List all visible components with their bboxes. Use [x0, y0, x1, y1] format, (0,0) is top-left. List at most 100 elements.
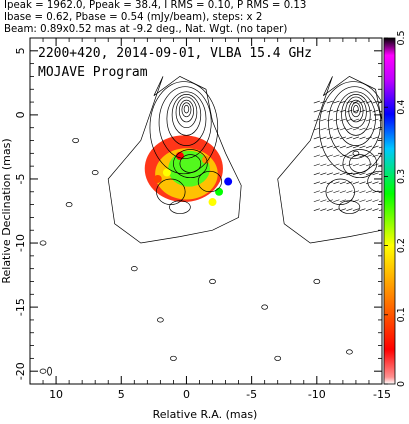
polarization-vector: [320, 181, 327, 185]
polarization-vector: [326, 172, 333, 176]
polarization-vector: [365, 109, 373, 113]
polarization-vector: [313, 100, 320, 104]
colorbar-tick-label: 0.5: [396, 30, 407, 45]
polarization-vector: [346, 100, 353, 104]
polarization-vector: [372, 172, 379, 176]
contour-core: [149, 81, 219, 175]
polarization-vector: [365, 190, 373, 194]
polarization-vector: [365, 145, 373, 149]
polarization-vector: [313, 136, 320, 140]
map-layer: [39, 75, 382, 376]
polarization-vector: [313, 145, 320, 149]
contour-core: [353, 104, 359, 114]
polarization-vector: [313, 163, 320, 167]
polarization-vector: [359, 118, 366, 122]
polarization-vector: [378, 155, 382, 158]
polarization-vector: [378, 182, 382, 185]
polarization-vector: [346, 154, 353, 158]
polarization-vector: [372, 154, 379, 158]
polarization-vector: [320, 127, 327, 131]
x-tick-label: 10: [49, 388, 63, 401]
polarization-vector: [352, 208, 360, 212]
x-tick-label: -5: [246, 388, 257, 401]
noise-contour: [72, 137, 79, 144]
polarization-vector: [320, 163, 327, 167]
polarization-vector: [365, 163, 373, 167]
polarization-vector: [326, 154, 333, 158]
polarization-vector: [313, 208, 320, 212]
noise-contour: [157, 317, 164, 323]
polarization-vector: [346, 163, 353, 167]
polarization-vector: [346, 208, 353, 212]
x-axis-title: Relative R.A. (mas): [153, 408, 258, 421]
y-tick-label: -5: [14, 173, 27, 184]
polarization-vector: [326, 181, 333, 185]
polarization-vector: [326, 163, 333, 167]
polarization-vector: [339, 109, 346, 113]
polarization-vector: [359, 163, 366, 167]
polarization-vector: [339, 145, 346, 149]
polarization-vector: [372, 181, 379, 185]
polarization-vector: [359, 172, 366, 176]
noise-contour: [170, 355, 177, 361]
colorbar-tick-label: 0.2: [396, 238, 407, 253]
contour-knot: [349, 154, 371, 173]
polarization-vector: [326, 100, 333, 104]
polarization-vector: [339, 127, 346, 131]
polarization-vector: [346, 190, 353, 194]
header-line-beam: Beam: 0.89x0.52 mas at -9.2 deg., Nat. W…: [4, 24, 288, 35]
polarization-vector: [378, 209, 382, 212]
polarization-vector: [352, 172, 360, 176]
x-tick-label: -15: [373, 388, 391, 401]
pol-blob: [175, 151, 184, 160]
polarization-vector: [352, 136, 360, 140]
contour-core: [183, 104, 190, 114]
polarization-vector: [320, 109, 327, 113]
polarization-vector: [320, 199, 327, 203]
polarization-vector: [359, 208, 366, 212]
contour-knot: [169, 200, 191, 214]
noise-contour: [39, 240, 47, 246]
polarization-vector: [333, 172, 340, 176]
y-axis-title: Relative Declination (mas): [0, 138, 13, 283]
polarization-vector: [359, 190, 366, 194]
map-title: 2200+420, 2014-09-01, VLBA 15.4 GHz: [38, 46, 312, 61]
noise-contour: [91, 170, 99, 176]
contour-outer: [277, 75, 382, 244]
polarization-vector: [365, 118, 373, 122]
contour-knot: [325, 178, 355, 205]
polarization-vector: [320, 154, 327, 158]
polarization-vector: [352, 163, 360, 167]
noise-contour: [65, 202, 73, 208]
polarization-vector: [378, 137, 382, 140]
polarization-vector: [365, 136, 373, 140]
polarization-vector: [326, 145, 333, 149]
noise-contour: [346, 349, 353, 355]
polarization-vector: [333, 190, 340, 194]
polarization-vector: [313, 118, 320, 122]
polarization-vector: [346, 181, 353, 185]
polarization-vector: [346, 136, 353, 140]
contour-core: [171, 94, 202, 136]
y-tick-label: -15: [14, 298, 27, 316]
polarization-vector: [372, 145, 379, 149]
axis-ticks: 10 5 0 -5 -10 -15 5 0 -5 -10 -15 -20: [14, 37, 391, 401]
contour-core: [328, 86, 382, 159]
beam-ellipse: [47, 366, 52, 376]
polarization-vector: [333, 145, 340, 149]
x-tick-label: 0: [183, 388, 190, 401]
polarization-vector: [326, 190, 333, 194]
polarization-vector: [365, 199, 373, 203]
polarization-vector: [333, 109, 340, 113]
polarization-vector: [378, 191, 382, 194]
noise-contour: [261, 304, 269, 310]
y-tick-label: -20: [14, 362, 27, 380]
colorbar-tick-label: 0.1: [396, 307, 407, 322]
polarization-vector: [365, 172, 373, 176]
contour-knot: [367, 170, 382, 193]
polarization-vector: [372, 190, 379, 194]
polarization-vector: [320, 190, 327, 194]
polarization-vector: [359, 154, 366, 158]
noise-contour: [352, 150, 360, 156]
y-tick-label: -10: [14, 234, 27, 252]
